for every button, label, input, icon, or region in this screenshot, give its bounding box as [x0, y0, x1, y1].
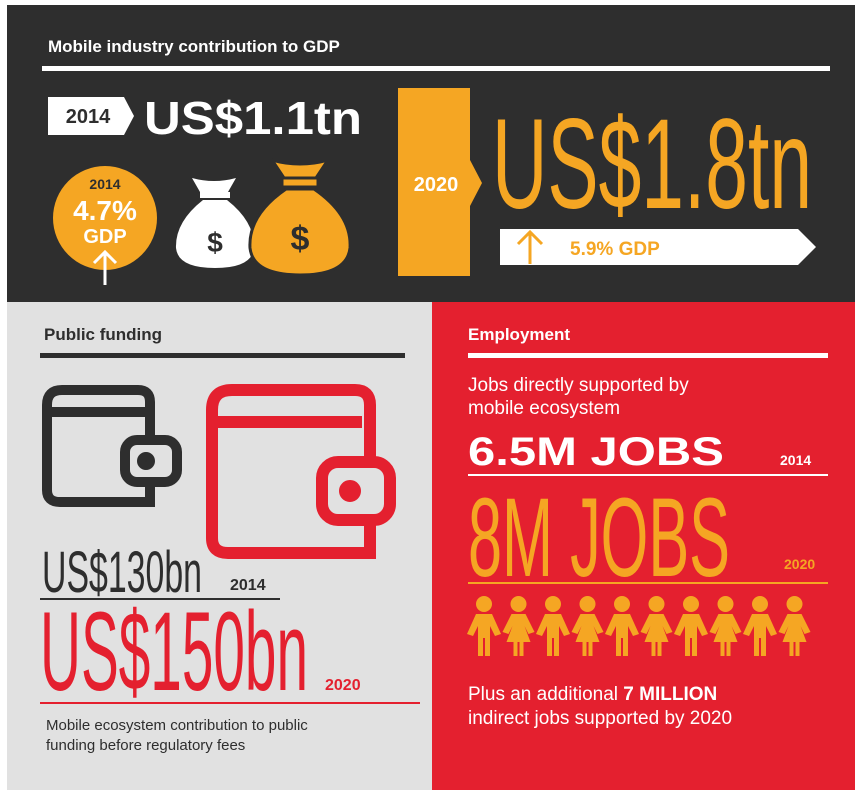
up-arrow-part [516, 229, 544, 264]
person-shape [743, 614, 777, 656]
divider [40, 353, 405, 358]
circle-year: 2014 [89, 176, 120, 192]
person-shape [648, 596, 665, 612]
money-bag-part [248, 187, 352, 277]
wallet-icon-part [206, 384, 376, 559]
person-shape [709, 614, 742, 656]
funding-caption: funding before regulatory fees [46, 737, 245, 754]
person-shape [579, 596, 596, 612]
wallet-icon [42, 385, 182, 507]
person-icon [571, 596, 604, 656]
money-bag-part [200, 192, 230, 198]
footnote-text: Plus an additional [468, 684, 623, 705]
wallet-icon-part [137, 452, 155, 470]
person-icon [674, 596, 708, 656]
person-shape [545, 596, 561, 612]
divider [40, 702, 420, 704]
funding-2014: US$130bn [42, 540, 202, 605]
wallet-icon-part [42, 385, 155, 507]
money-bag-part [280, 176, 320, 189]
divider [468, 582, 828, 584]
footnote: indirect jobs supported by 2020 [468, 708, 732, 729]
value-2020: US$1.8tn [492, 93, 812, 236]
person-icon [536, 596, 570, 656]
person-shape [674, 614, 708, 656]
employment-subtitle: mobile ecosystem [468, 398, 620, 419]
divider [40, 598, 280, 600]
divider [468, 353, 828, 358]
employment-title: Employment [468, 325, 570, 344]
jobs-2020: 8M JOBS [468, 475, 730, 600]
person-shape [752, 596, 768, 612]
wallet-icon [206, 384, 396, 559]
jobs-year: 2014 [780, 452, 811, 468]
money-bag [175, 178, 255, 268]
footnote: Plus an additional 7 MILLION [468, 684, 717, 705]
money-bag-part [175, 200, 255, 268]
bag-symbol: $ [291, 220, 310, 258]
employment-panel [432, 302, 855, 790]
person-shape [467, 614, 501, 656]
money-bag-part [268, 157, 332, 180]
people-icons [467, 596, 811, 656]
year-tag [48, 97, 134, 135]
person-icon [778, 596, 811, 656]
funding-caption: Mobile ecosystem contribution to public [46, 717, 308, 734]
person-icon [640, 596, 673, 656]
person-icon [502, 596, 535, 656]
funding-year: 2014 [230, 577, 266, 594]
bag-symbol: $ [207, 227, 223, 258]
person-shape [502, 614, 535, 656]
employment-subtitle: Jobs directly supported by [468, 375, 689, 396]
gdp-title: Mobile industry contribution to GDP [48, 37, 340, 56]
money-bag [248, 157, 352, 277]
year-2020: 2020 [414, 174, 459, 196]
up-arrow-part [92, 249, 118, 285]
up-arrow [516, 229, 544, 264]
person-shape [571, 614, 604, 656]
up-arrow [92, 249, 118, 285]
jobs-2014: 6.5M JOBS [468, 430, 724, 474]
wallet-icon-part [339, 480, 361, 502]
person-shape [683, 596, 699, 612]
person-shape [778, 614, 811, 656]
person-shape [640, 614, 673, 656]
circle-label: GDP [83, 226, 126, 248]
money-bag-part [192, 178, 236, 192]
divider [468, 474, 828, 476]
person-shape [476, 596, 492, 612]
divider [42, 66, 830, 71]
funding-year: 2020 [325, 677, 361, 694]
year-2014: 2014 [66, 106, 111, 128]
circle-value: 4.7% [73, 195, 137, 226]
person-icon [467, 596, 501, 656]
person-icon [709, 596, 742, 656]
person-icon [743, 596, 777, 656]
person-icon [605, 596, 639, 656]
footnote-highlight: 7 MILLION [623, 684, 717, 705]
value-2014: US$1.1tn [144, 92, 362, 144]
person-shape [536, 614, 570, 656]
growth-bar [500, 229, 816, 265]
jobs-year: 2020 [784, 556, 815, 572]
gdp-circle [53, 166, 157, 270]
person-shape [605, 614, 639, 656]
funding-2020: US$150bn [40, 589, 308, 714]
person-shape [510, 596, 527, 612]
person-shape [717, 596, 734, 612]
growth: 5.9% GDP [570, 239, 660, 260]
person-shape [614, 596, 630, 612]
year-banner [398, 88, 482, 276]
person-shape [786, 596, 803, 612]
funding-title: Public funding [44, 325, 162, 344]
